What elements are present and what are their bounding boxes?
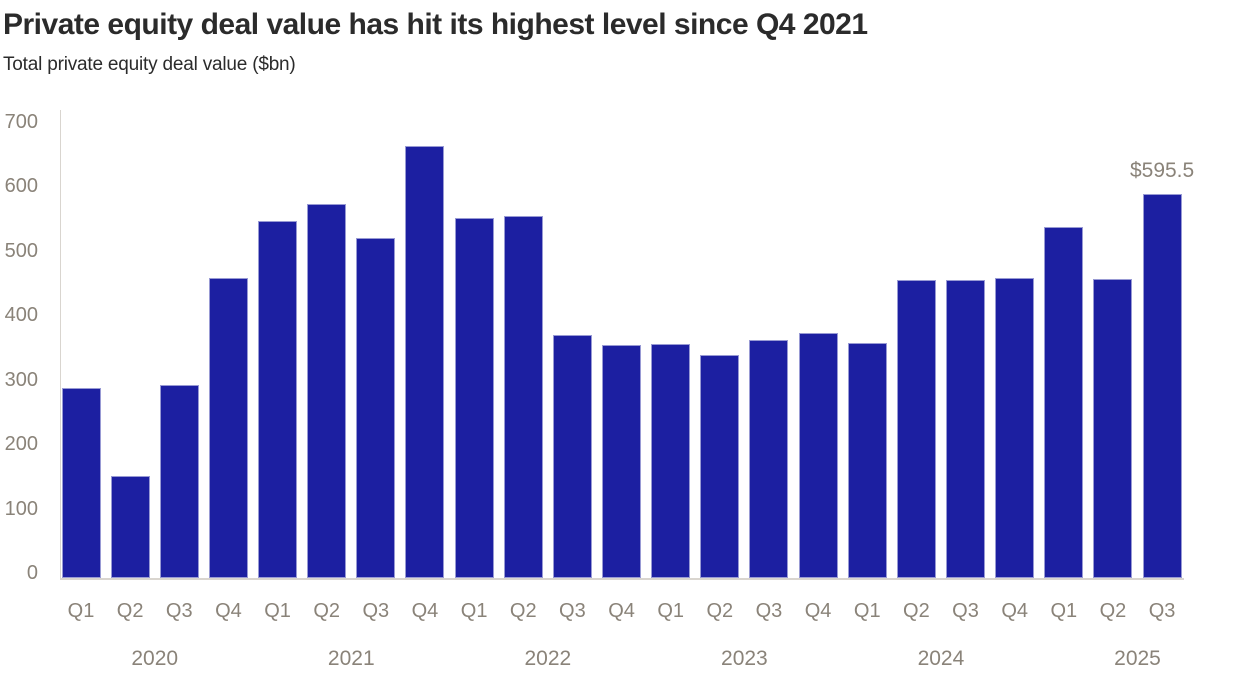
bar-q1-2023 <box>651 344 691 578</box>
y-tick-label-600: 600 <box>4 175 38 198</box>
bar-q4-2024 <box>995 278 1035 578</box>
value-annotation: $595.5 <box>1129 159 1195 183</box>
bar-q4-2020 <box>208 278 248 578</box>
bar-q3-2022 <box>552 335 592 578</box>
quarter-label-q3-2021: Q3 <box>362 600 390 622</box>
quarter-label-q3-2020: Q3 <box>165 600 193 622</box>
y-tick-label-300: 300 <box>4 368 38 391</box>
bar-q2-2023 <box>700 355 740 578</box>
bar-q2-2024 <box>896 280 936 578</box>
quarter-label-q1-2023: Q1 <box>657 600 685 622</box>
y-tick-label-400: 400 <box>4 304 38 327</box>
bar-q3-2024 <box>946 280 986 578</box>
quarter-label-q4-2024: Q4 <box>1001 600 1028 622</box>
quarter-label-q2-2023: Q2 <box>706 600 734 622</box>
bar-q3-2023 <box>749 340 789 578</box>
bar-q1-2020 <box>61 387 101 578</box>
y-axis-line <box>60 110 61 579</box>
bar-q2-2022 <box>503 215 543 578</box>
quarter-label-q4-2022: Q4 <box>608 600 635 622</box>
quarter-label-q2-2022: Q2 <box>509 600 537 622</box>
y-tick-label-700: 700 <box>4 111 38 133</box>
year-label-2023: 2023 <box>721 647 768 670</box>
y-tick-label-200: 200 <box>4 433 38 456</box>
year-label-2024: 2024 <box>917 647 965 670</box>
bar-q2-2021 <box>307 203 347 578</box>
bar-q4-2021 <box>405 146 445 578</box>
bar-q1-2021 <box>258 221 298 578</box>
quarter-label-q4-2020: Q4 <box>215 600 242 622</box>
bar-q3-2025 <box>1142 194 1182 578</box>
quarter-label-q1-2025: Q1 <box>1050 600 1078 622</box>
quarter-label-q1-2022: Q1 <box>460 600 488 622</box>
chart-subtitle: Total private equity deal value ($bn) <box>3 54 296 75</box>
chart-title: Private equity deal value has hit its hi… <box>3 8 868 41</box>
quarter-label-q2-2024: Q2 <box>903 600 930 622</box>
quarter-label-q3-2023: Q3 <box>755 600 783 622</box>
quarter-label-q3-2025: Q3 <box>1148 600 1176 622</box>
year-label-2022: 2022 <box>524 647 572 670</box>
bar-q4-2022 <box>602 344 642 578</box>
quarter-label-q1-2021: Q1 <box>264 600 291 622</box>
y-tick-label-500: 500 <box>4 239 38 262</box>
bar-q2-2020 <box>110 476 150 578</box>
year-label-2020: 2020 <box>131 647 179 670</box>
quarter-label-q1-2024: Q1 <box>853 600 881 622</box>
bar-q1-2024 <box>847 343 887 578</box>
bar-q1-2025 <box>1044 226 1084 578</box>
quarter-label-q1-2020: Q1 <box>67 600 95 622</box>
bar-q3-2021 <box>356 237 396 578</box>
quarter-label-q4-2021: Q4 <box>411 600 439 622</box>
quarter-label-q2-2025: Q2 <box>1099 600 1127 622</box>
y-tick-label-100: 100 <box>4 497 38 520</box>
bar-q3-2020 <box>159 385 199 578</box>
bar-q1-2022 <box>454 218 494 578</box>
x-axis-line <box>60 578 1184 580</box>
y-tick-label-0: 0 <box>26 562 38 584</box>
year-label-2021: 2021 <box>327 647 375 670</box>
quarter-label-q3-2024: Q3 <box>952 600 979 622</box>
bar-q2-2025 <box>1093 279 1133 578</box>
quarter-label-q3-2022: Q3 <box>559 600 586 622</box>
bar-q4-2023 <box>798 332 838 578</box>
quarter-label-q2-2020: Q2 <box>116 600 144 622</box>
year-label-2025: 2025 <box>1114 647 1161 670</box>
quarter-label-q4-2023: Q4 <box>804 600 832 622</box>
quarter-label-q2-2021: Q2 <box>313 600 341 622</box>
